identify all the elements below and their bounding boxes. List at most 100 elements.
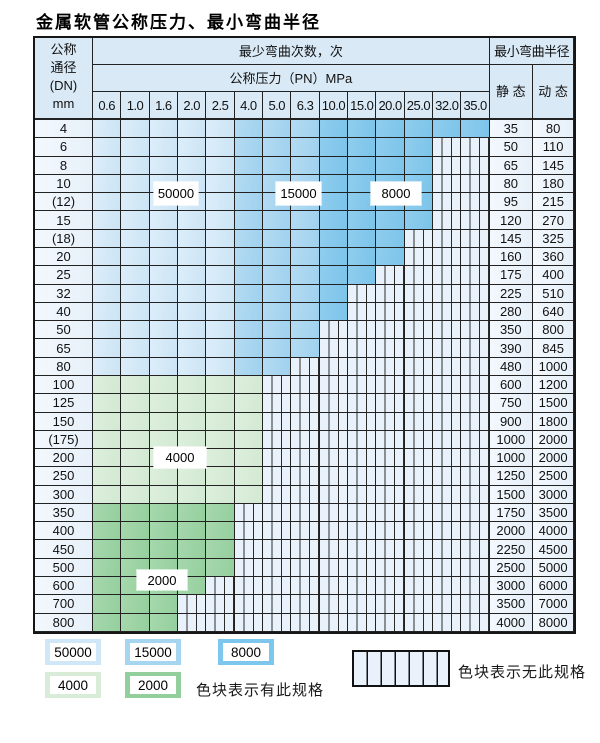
no-spec-cell xyxy=(376,302,405,322)
no-spec-cell xyxy=(348,595,377,614)
dynamic-radius-cell: 215 xyxy=(532,193,575,212)
spec-cell xyxy=(121,339,150,358)
no-spec-cell xyxy=(404,467,434,486)
no-spec-cell xyxy=(433,266,462,285)
no-spec-cell xyxy=(348,302,377,322)
no-spec-cell xyxy=(234,595,264,614)
no-spec-cell xyxy=(348,540,377,559)
no-spec-cell xyxy=(404,394,434,413)
spec-cell xyxy=(263,266,292,285)
spec-cell xyxy=(93,394,122,413)
static-radius-cell: 225 xyxy=(489,284,533,303)
no-spec-cell xyxy=(319,412,349,431)
no-spec-cell xyxy=(348,394,377,413)
spec-cell xyxy=(93,558,122,578)
spec-cell xyxy=(206,485,235,504)
no-spec-cell xyxy=(263,412,292,431)
no-spec-cell xyxy=(319,503,349,523)
pressure-col-header: 1.6 xyxy=(149,92,179,120)
static-radius-cell: 350 xyxy=(489,321,533,340)
no-spec-cell xyxy=(461,211,490,230)
no-spec-cell xyxy=(319,613,349,632)
no-spec-cell xyxy=(291,394,320,413)
spec-cell xyxy=(121,449,150,468)
no-spec-cell xyxy=(461,485,490,504)
spec-cell xyxy=(404,211,434,230)
no-spec-cell xyxy=(404,247,434,267)
dynamic-radius-cell: 510 xyxy=(532,284,575,303)
no-spec-cell xyxy=(461,595,490,614)
spec-cell xyxy=(178,321,207,340)
static-radius-cell: 1250 xyxy=(489,467,533,486)
dynamic-radius-cell: 640 xyxy=(532,302,575,322)
no-spec-cell xyxy=(291,558,320,578)
spec-cell xyxy=(348,156,377,175)
dn-cell: 800 xyxy=(35,613,93,632)
no-spec-cell xyxy=(376,540,405,559)
no-spec-cell xyxy=(348,503,377,523)
dn-cell: 700 xyxy=(35,595,93,614)
spec-cell xyxy=(178,540,207,559)
spec-cell xyxy=(93,193,122,212)
no-spec-cell xyxy=(376,485,405,504)
spec-cell xyxy=(234,211,264,230)
spec-cell xyxy=(263,284,292,303)
dn-cell: 25 xyxy=(35,266,93,285)
spec-cell xyxy=(206,357,235,376)
no-spec-cell xyxy=(319,595,349,614)
no-spec-cell xyxy=(376,613,405,632)
spec-cell xyxy=(206,229,235,248)
no-spec-cell xyxy=(376,357,405,376)
no-spec-cell xyxy=(461,339,490,358)
no-spec-cell xyxy=(404,613,434,632)
static-radius-cell: 160 xyxy=(489,247,533,267)
dynamic-radius-cell: 4000 xyxy=(532,522,575,541)
spec-cell xyxy=(93,540,122,559)
no-spec-cell xyxy=(404,503,434,523)
spec-cell xyxy=(93,174,122,194)
no-spec-cell xyxy=(404,339,434,358)
no-spec-cell xyxy=(376,284,405,303)
dn-cell: 80 xyxy=(35,357,93,376)
dn-cell: 6 xyxy=(35,138,93,157)
spec-cell xyxy=(149,613,179,632)
spec-cell xyxy=(149,247,179,267)
spec-cell xyxy=(206,266,235,285)
spec-cell xyxy=(93,211,122,230)
no-spec-cell xyxy=(348,284,377,303)
pressure-col-header: 1.0 xyxy=(121,92,150,120)
dynamic-radius-cell: 4500 xyxy=(532,540,575,559)
no-spec-cell xyxy=(433,211,462,230)
no-spec-cell xyxy=(291,430,320,450)
spec-cell xyxy=(291,339,320,358)
spec-cell xyxy=(291,321,320,340)
spec-cell xyxy=(206,522,235,541)
no-spec-cell xyxy=(404,357,434,376)
dn-cell: 10 xyxy=(35,174,93,194)
no-spec-cell xyxy=(404,284,434,303)
no-spec-cell xyxy=(404,577,434,596)
no-spec-cell xyxy=(461,412,490,431)
spec-cell xyxy=(93,247,122,267)
spec-cell xyxy=(121,302,150,322)
spec-cell xyxy=(291,284,320,303)
spec-cell xyxy=(93,522,122,541)
no-spec-cell xyxy=(404,540,434,559)
static-radius-cell: 600 xyxy=(489,375,533,395)
cycle-label-50000: 50000 xyxy=(154,182,198,205)
no-spec-cell xyxy=(348,321,377,340)
spec-cell xyxy=(178,302,207,322)
spec-cell xyxy=(121,375,150,395)
no-spec-cell xyxy=(291,375,320,395)
spec-cell xyxy=(319,138,349,157)
spec-cell xyxy=(149,485,179,504)
cycle-label-8000: 8000 xyxy=(371,182,421,205)
no-spec-cell xyxy=(433,485,462,504)
no-spec-cell xyxy=(461,613,490,632)
dynamic-radius-cell: 270 xyxy=(532,211,575,230)
no-spec-cell xyxy=(348,375,377,395)
spec-cell xyxy=(376,120,405,139)
static-radius-cell: 390 xyxy=(489,339,533,358)
dynamic-radius-cell: 325 xyxy=(532,229,575,248)
spec-cell xyxy=(93,138,122,157)
